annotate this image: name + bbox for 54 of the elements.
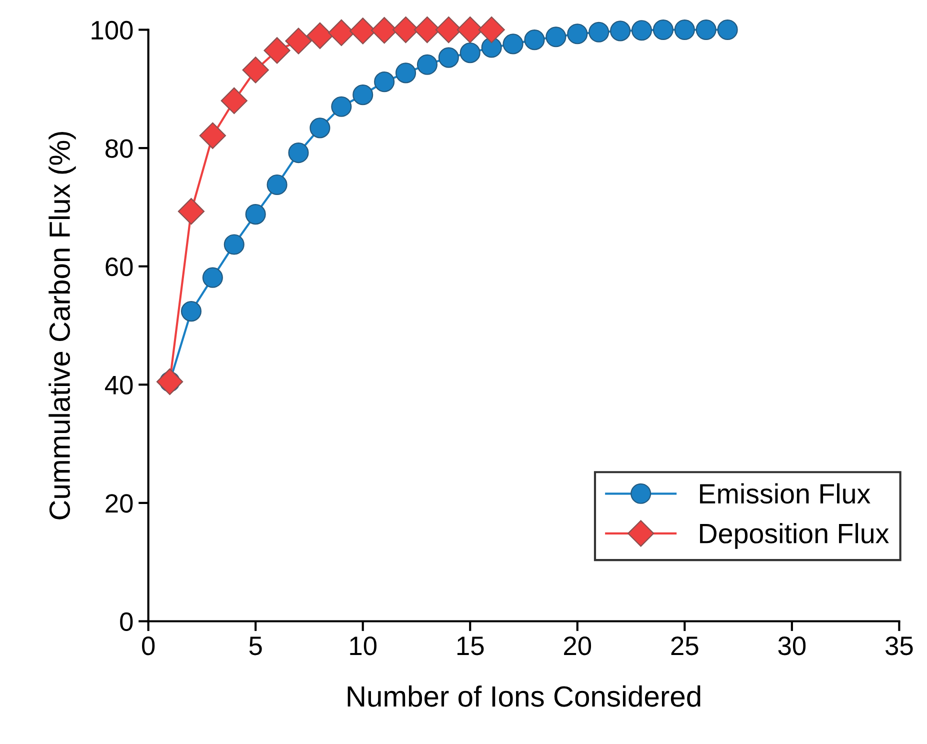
point <box>328 19 355 46</box>
point <box>180 301 202 322</box>
y-tick-label: 60 <box>106 257 133 276</box>
x-tick-label: 30 <box>778 636 806 656</box>
x-tick-label: 20 <box>564 636 592 656</box>
legend-label: Deposition Flux <box>700 523 889 549</box>
point <box>460 42 480 64</box>
y-tick-label: 100 <box>92 20 133 40</box>
point <box>502 34 524 54</box>
point <box>224 234 244 255</box>
y-tick-label: 40 <box>104 376 133 394</box>
point <box>717 19 738 40</box>
point <box>288 142 309 164</box>
legend-label: Emission Flux <box>700 483 870 504</box>
point <box>610 20 631 42</box>
point <box>331 96 352 117</box>
point <box>156 368 184 396</box>
point <box>652 19 674 40</box>
point <box>199 122 226 149</box>
point <box>245 204 266 225</box>
point <box>567 24 588 44</box>
point <box>266 174 288 196</box>
point <box>524 30 545 50</box>
point <box>220 87 248 114</box>
y-tick-label: 0 <box>120 612 133 632</box>
x-tick-label: 35 <box>886 636 913 656</box>
point <box>478 16 505 44</box>
x-tick-label: 0 <box>142 636 155 656</box>
point <box>374 72 395 92</box>
x-tick-label: 10 <box>350 636 376 656</box>
x-tick-label: 15 <box>457 636 484 656</box>
point <box>395 62 416 84</box>
point <box>416 54 438 75</box>
point <box>202 267 223 288</box>
point <box>306 22 334 49</box>
point <box>242 56 269 84</box>
y-axis-title: Cummulative Carbon Flux (%) <box>48 132 76 520</box>
y-tick-label: 20 <box>106 494 133 513</box>
point <box>481 37 502 58</box>
y-tick-label: 80 <box>106 139 133 158</box>
point <box>674 19 695 40</box>
point <box>178 198 205 225</box>
point <box>310 118 330 138</box>
x-tick-label: 25 <box>671 636 698 656</box>
point <box>264 37 290 64</box>
point <box>285 28 312 54</box>
point <box>438 47 459 68</box>
point <box>588 22 610 42</box>
point <box>631 20 652 41</box>
point <box>352 84 374 106</box>
point <box>546 26 566 48</box>
x-tick-label: 5 <box>249 636 262 656</box>
point <box>696 19 716 40</box>
x-axis-title: Number of Ions Considered <box>348 685 700 707</box>
